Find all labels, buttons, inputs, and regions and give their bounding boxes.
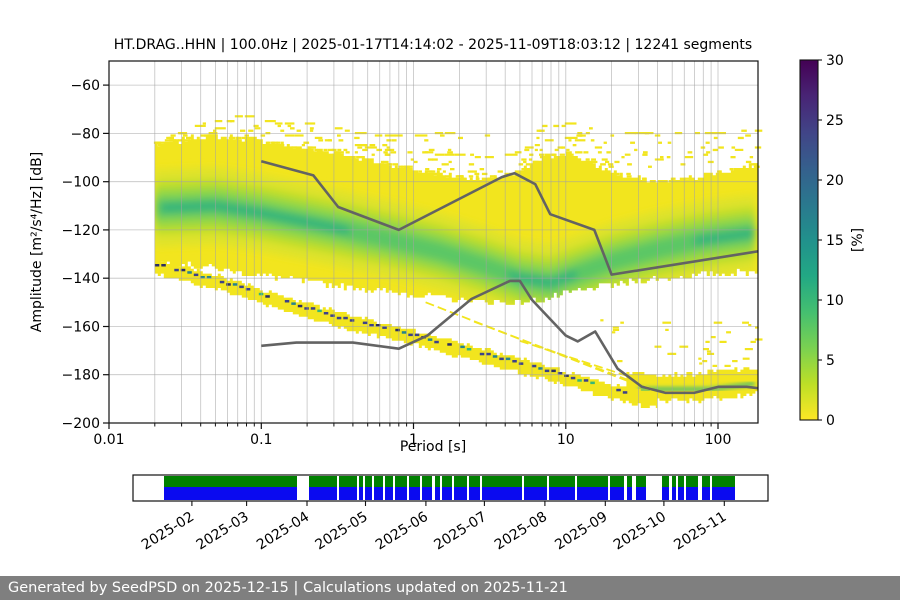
x-tick-label: 0.01 <box>93 432 124 448</box>
colorbar: 0 5 10 15 20 25 30 <box>799 53 844 429</box>
noise-model-lines <box>260 159 758 395</box>
gridlines <box>109 61 758 423</box>
footer-text: Generated by SeedPSD on 2025-12-15 | Cal… <box>8 580 568 596</box>
plot-title: HT.DRAG..HHN | 100.0Hz | 2025-01-17T14:1… <box>113 37 753 53</box>
colorbar-tick-label: 30 <box>826 53 844 69</box>
footer-bar: Generated by SeedPSD on 2025-12-15 | Cal… <box>0 576 900 600</box>
coverage-tick-label: 2025-04 <box>254 509 312 554</box>
colorbar-tick-label: 25 <box>826 113 844 129</box>
coverage-tick-label: 2025-06 <box>373 509 431 554</box>
colorbar-tick-label: 0 <box>826 413 835 429</box>
x-tick-label: 100 <box>705 432 732 448</box>
colorbar-tick-label: 5 <box>826 353 835 369</box>
y-tick-label: −140 <box>62 271 100 287</box>
y-tick-label: −60 <box>70 78 100 94</box>
coverage-tick-label: 2025-11 <box>671 509 729 554</box>
coverage-tick-label: 2025-07 <box>431 509 489 554</box>
coverage-tick-label: 2025-02 <box>139 509 197 554</box>
coverage-tick-label: 2025-10 <box>611 509 669 554</box>
y-tick-label: −80 <box>70 126 100 142</box>
plot-frame: 0.01 0.1 1 10 100 −60 −80 −100 −120 −140 −160 −180 −… <box>62 60 759 448</box>
y-tick-label: −200 <box>62 416 100 432</box>
coverage-tick-label: 2025-09 <box>552 509 610 554</box>
coverage-tick-label: 2025-08 <box>492 509 550 554</box>
x-axis-label: Period [s] <box>399 439 467 455</box>
x-tick-label: 1 <box>409 432 418 448</box>
y-tick-label: −100 <box>62 175 100 191</box>
x-tick-label: 0.1 <box>250 432 272 448</box>
y-tick-label: −180 <box>62 368 100 384</box>
colorbar-tick-label: 15 <box>826 233 844 249</box>
coverage-tick-label: 2025-03 <box>194 509 252 554</box>
colorbar-tick-label: 20 <box>826 173 844 189</box>
density-main-band <box>153 115 763 305</box>
x-tick-label: 10 <box>557 432 575 448</box>
colorbar-tick-label: 10 <box>826 293 844 309</box>
y-tick-label: −120 <box>62 223 100 239</box>
coverage-tick-label: 2025-05 <box>313 509 371 554</box>
y-tick-label: −160 <box>62 320 100 336</box>
